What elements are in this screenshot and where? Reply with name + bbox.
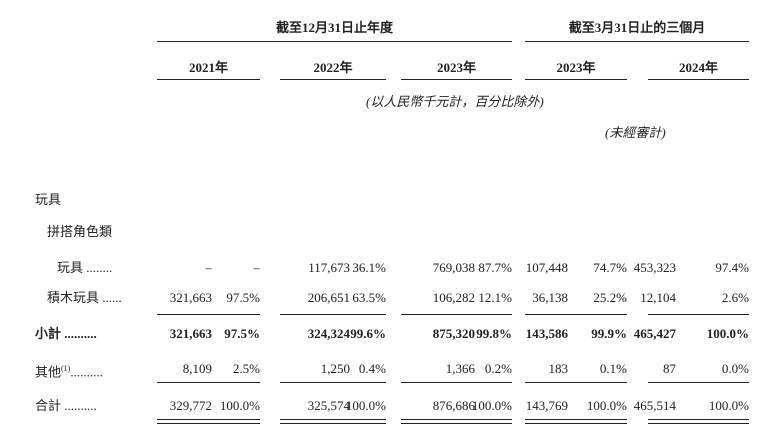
cell: 117,673 [308, 260, 350, 275]
cell: 0.2% [484, 361, 512, 376]
section-label: 玩具 [35, 192, 62, 207]
rule [157, 41, 512, 42]
cell: 97.5% [224, 326, 260, 341]
cell: 87 [663, 361, 676, 376]
cell: 324,324 [307, 326, 350, 341]
rule [401, 419, 512, 420]
rule [525, 382, 627, 383]
group-header: 截至12月31日止年度 [275, 20, 393, 35]
cell: 875,320 [432, 326, 475, 341]
unaudited-note: (未經審計) [605, 125, 666, 140]
cell: 143,769 [525, 398, 568, 413]
row-label: 小計 .......... [35, 326, 97, 341]
cell: 321,663 [169, 326, 212, 341]
rule [525, 41, 749, 42]
cell: 321,663 [169, 290, 212, 305]
cell: 106,282 [432, 290, 475, 305]
cell: 99.8% [476, 326, 512, 341]
cell: 876,686 [432, 398, 475, 413]
rule [525, 314, 627, 315]
cell: 74.7% [593, 260, 627, 275]
rule [157, 419, 260, 420]
rule [280, 382, 386, 383]
cell: 2.6% [721, 290, 749, 305]
rule [525, 79, 627, 80]
cell: 0.1% [599, 361, 627, 376]
cell: 453,323 [633, 260, 676, 275]
cell: 183 [548, 361, 569, 376]
cell: 25.2% [593, 290, 627, 305]
rule [401, 314, 512, 315]
cell: 465,427 [633, 326, 676, 341]
cell: 97.4% [715, 260, 749, 275]
cell: 107,448 [525, 260, 568, 275]
rule [401, 79, 512, 80]
cell: 99.6% [350, 326, 386, 341]
unit-note: (以人民幣千元計，百分比除外) [366, 94, 544, 109]
rule [157, 79, 260, 80]
group-header: 截至3月31日止的三個月 [568, 20, 706, 35]
cell: 100.0% [708, 398, 749, 413]
rule [157, 382, 260, 383]
year-header: 2022年 [313, 60, 353, 75]
rule [280, 79, 386, 80]
cell: 1,366 [445, 361, 475, 376]
cell: 63.5% [352, 290, 386, 305]
cell: 12,104 [640, 290, 676, 305]
year-header: 2023年 [436, 60, 476, 75]
rule [280, 419, 386, 420]
cell: 143,586 [525, 326, 568, 341]
cell: 325,574 [307, 398, 350, 413]
rule [648, 79, 749, 80]
cell: 769,038 [432, 260, 475, 275]
cell: 100.0% [219, 398, 260, 413]
subsection-label: 拼搭角色類 [47, 224, 113, 239]
year-header: 2024年 [678, 60, 718, 75]
cell: – [253, 260, 261, 275]
row-label: 其他(1).......... [35, 364, 103, 380]
row-label: 合計 .......... [35, 398, 97, 413]
cell: 2.5% [232, 361, 260, 376]
cell: 206,651 [307, 290, 350, 305]
year-header: 2021年 [188, 60, 228, 75]
cell: 100.0% [345, 398, 386, 413]
cell: 100.0% [471, 398, 512, 413]
cell: – [205, 260, 213, 275]
cell: 12.1% [478, 290, 512, 305]
cell: 99.9% [591, 326, 627, 341]
rule [648, 419, 749, 420]
cell: 329,772 [169, 398, 212, 413]
cell: 36,138 [532, 290, 568, 305]
rule [157, 314, 260, 315]
footnote-ref: (1) [61, 364, 71, 373]
cell: 87.7% [478, 260, 512, 275]
rule [401, 382, 512, 383]
rule [648, 382, 749, 383]
rule [157, 423, 260, 424]
rule [648, 423, 749, 424]
cell: 465,514 [633, 398, 676, 413]
row-label: 玩具 ........ [57, 260, 113, 275]
cell: 100.0% [706, 326, 749, 341]
cell: 0.0% [721, 361, 749, 376]
row-label: 積木玩具 ...... [47, 290, 122, 305]
leader-dots: .......... [70, 364, 103, 380]
year-header: 2023年 [556, 60, 596, 75]
cell: 8,109 [182, 361, 212, 376]
rule [280, 314, 386, 315]
rule [525, 423, 627, 424]
cell: 97.5% [226, 290, 260, 305]
rule [401, 423, 512, 424]
cell: 100.0% [586, 398, 627, 413]
cell: 36.1% [352, 260, 386, 275]
cell: 0.4% [358, 361, 386, 376]
cell: 1,250 [320, 361, 350, 376]
rule [280, 423, 386, 424]
rule [525, 419, 627, 420]
rule [648, 314, 749, 315]
